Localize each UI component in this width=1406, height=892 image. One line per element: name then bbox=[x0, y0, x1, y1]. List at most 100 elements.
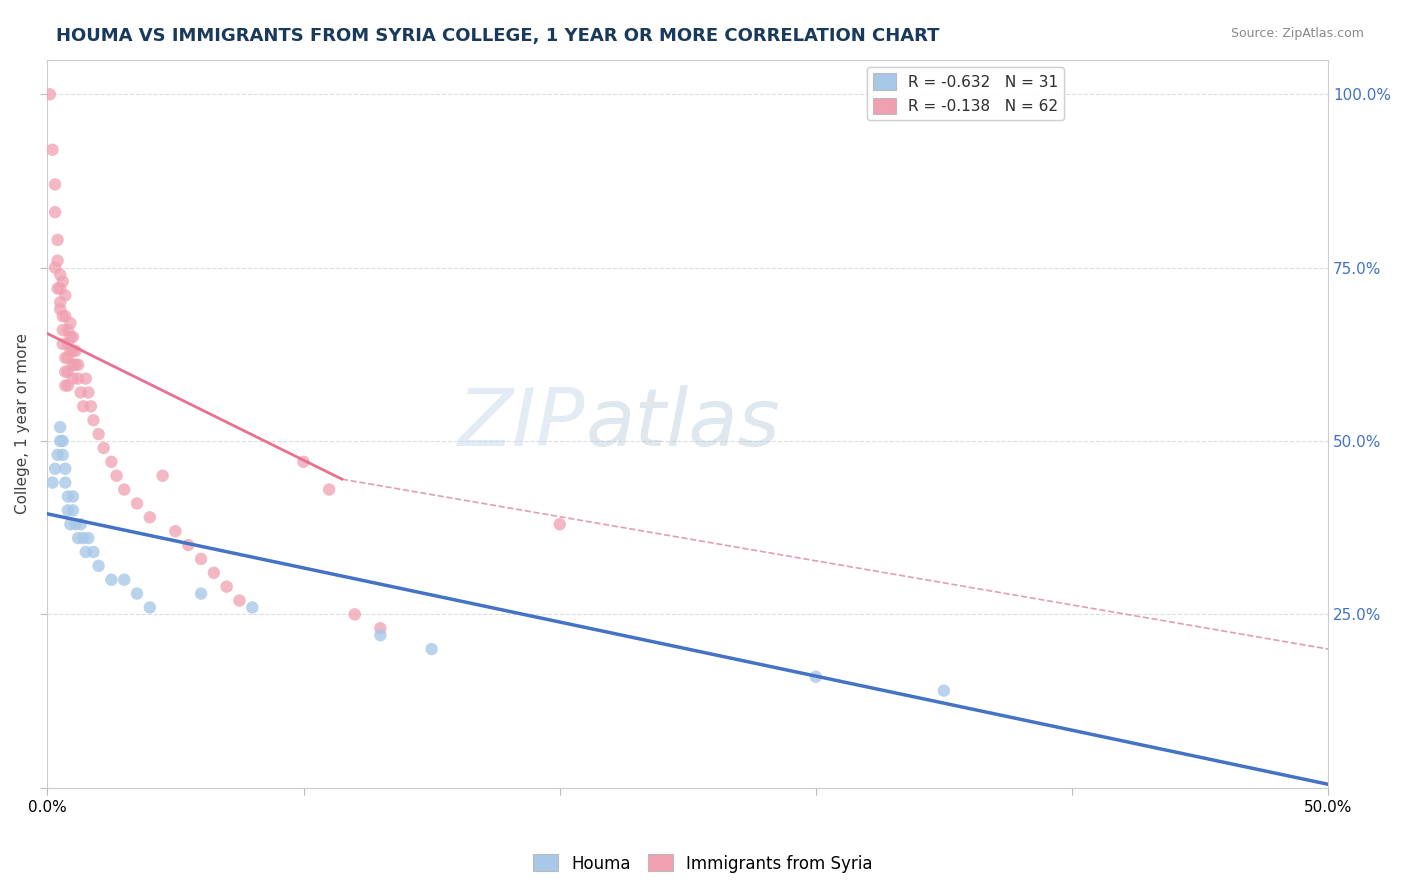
Point bbox=[62, 490, 84, 504]
Point bbox=[52, 448, 75, 462]
Y-axis label: College, 1 year or more: College, 1 year or more bbox=[15, 334, 30, 514]
Point bbox=[49, 268, 72, 282]
Point bbox=[49, 434, 72, 448]
Point bbox=[41, 143, 63, 157]
Point bbox=[177, 538, 200, 552]
Point bbox=[112, 483, 135, 497]
Point bbox=[53, 288, 76, 302]
Point bbox=[420, 642, 443, 657]
Point bbox=[139, 510, 162, 524]
Point bbox=[56, 365, 79, 379]
Point bbox=[46, 233, 69, 247]
Point bbox=[41, 475, 63, 490]
Text: Source: ZipAtlas.com: Source: ZipAtlas.com bbox=[1230, 27, 1364, 40]
Point bbox=[240, 600, 263, 615]
Point bbox=[52, 275, 75, 289]
Point bbox=[215, 580, 238, 594]
Point bbox=[52, 434, 75, 448]
Point bbox=[152, 468, 174, 483]
Point bbox=[72, 400, 94, 414]
Point bbox=[202, 566, 225, 580]
Point bbox=[49, 302, 72, 317]
Point bbox=[49, 420, 72, 434]
Point bbox=[56, 503, 79, 517]
Point bbox=[53, 309, 76, 323]
Point bbox=[52, 309, 75, 323]
Point bbox=[105, 468, 128, 483]
Point bbox=[932, 683, 955, 698]
Point bbox=[370, 621, 392, 635]
Point bbox=[59, 330, 82, 344]
Point bbox=[343, 607, 366, 622]
Point bbox=[125, 496, 148, 510]
Point bbox=[804, 670, 827, 684]
Point bbox=[67, 531, 90, 545]
Point bbox=[56, 323, 79, 337]
Point bbox=[292, 455, 315, 469]
Point bbox=[56, 378, 79, 392]
Point bbox=[75, 371, 97, 385]
Point bbox=[65, 343, 87, 358]
Point bbox=[46, 281, 69, 295]
Point bbox=[65, 358, 87, 372]
Legend: Houma, Immigrants from Syria: Houma, Immigrants from Syria bbox=[527, 847, 879, 880]
Point bbox=[69, 385, 91, 400]
Point bbox=[59, 343, 82, 358]
Point bbox=[53, 351, 76, 365]
Point bbox=[80, 400, 103, 414]
Point bbox=[370, 628, 392, 642]
Point bbox=[44, 462, 66, 476]
Point bbox=[56, 337, 79, 351]
Point bbox=[62, 503, 84, 517]
Point bbox=[67, 371, 90, 385]
Point bbox=[100, 573, 122, 587]
Point bbox=[93, 441, 115, 455]
Point bbox=[62, 343, 84, 358]
Point bbox=[44, 205, 66, 219]
Point bbox=[82, 545, 104, 559]
Point bbox=[44, 178, 66, 192]
Point bbox=[52, 337, 75, 351]
Point bbox=[87, 427, 110, 442]
Point bbox=[53, 378, 76, 392]
Point bbox=[49, 281, 72, 295]
Point bbox=[87, 558, 110, 573]
Point bbox=[75, 545, 97, 559]
Point bbox=[56, 490, 79, 504]
Point bbox=[165, 524, 187, 538]
Text: atlas: atlas bbox=[585, 384, 780, 463]
Point bbox=[59, 517, 82, 532]
Point bbox=[69, 517, 91, 532]
Point bbox=[77, 385, 100, 400]
Point bbox=[112, 573, 135, 587]
Point bbox=[318, 483, 340, 497]
Point bbox=[65, 517, 87, 532]
Point bbox=[67, 358, 90, 372]
Point bbox=[77, 531, 100, 545]
Point bbox=[49, 295, 72, 310]
Point bbox=[190, 552, 212, 566]
Point bbox=[125, 586, 148, 600]
Point bbox=[44, 260, 66, 275]
Point bbox=[548, 517, 571, 532]
Point bbox=[56, 351, 79, 365]
Point bbox=[62, 358, 84, 372]
Point bbox=[228, 593, 250, 607]
Point bbox=[59, 316, 82, 330]
Point bbox=[53, 475, 76, 490]
Text: HOUMA VS IMMIGRANTS FROM SYRIA COLLEGE, 1 YEAR OR MORE CORRELATION CHART: HOUMA VS IMMIGRANTS FROM SYRIA COLLEGE, … bbox=[56, 27, 939, 45]
Point bbox=[100, 455, 122, 469]
Point bbox=[72, 531, 94, 545]
Point bbox=[46, 253, 69, 268]
Point bbox=[53, 462, 76, 476]
Point bbox=[52, 323, 75, 337]
Point bbox=[62, 371, 84, 385]
Point bbox=[139, 600, 162, 615]
Legend: R = -0.632   N = 31, R = -0.138   N = 62: R = -0.632 N = 31, R = -0.138 N = 62 bbox=[868, 67, 1064, 120]
Point bbox=[82, 413, 104, 427]
Point bbox=[53, 365, 76, 379]
Point bbox=[39, 87, 62, 102]
Text: ZIP: ZIP bbox=[458, 384, 585, 463]
Point bbox=[62, 330, 84, 344]
Point bbox=[190, 586, 212, 600]
